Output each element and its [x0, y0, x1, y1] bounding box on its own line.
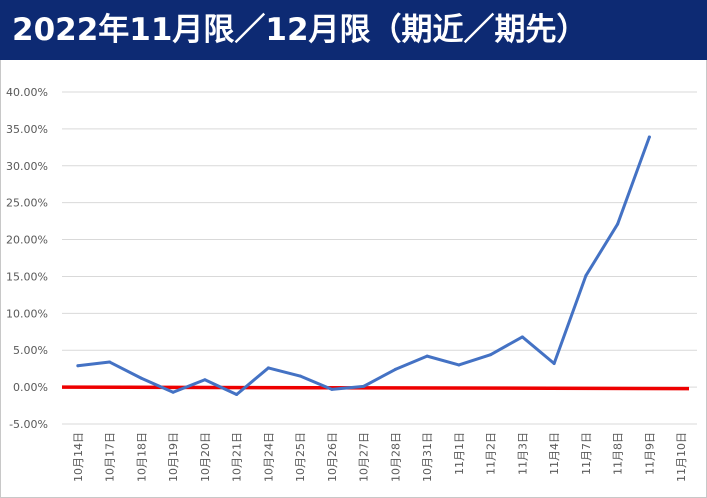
x-tick-label: 11月1日 — [453, 432, 466, 475]
y-axis-ticks: -5.00% 0.00% 5.00% 10.00% 15.00% 20.00% 25.00%… — [6, 86, 48, 431]
x-tick-label: 10月24日 — [262, 432, 275, 482]
data-point — [330, 387, 334, 391]
data-point — [616, 222, 620, 226]
data-point — [298, 374, 302, 378]
x-axis-ticks: 10月14日 10月17日 10月18日 10月19日 10月20日 10月21日 10月2… — [72, 432, 688, 482]
data-point — [425, 354, 429, 358]
series-line — [76, 135, 651, 396]
x-tick-label: 10月26日 — [326, 432, 339, 482]
data-point — [108, 360, 112, 364]
data-point — [489, 353, 493, 357]
zero-line — [61, 385, 690, 391]
y-tick-label: 5.00% — [13, 344, 48, 357]
x-tick-label: 10月14日 — [72, 432, 85, 482]
y-tick-label: 15.00% — [6, 270, 48, 283]
data-point — [393, 367, 397, 371]
data-point — [203, 378, 207, 382]
y-tick-label: 30.00% — [6, 160, 48, 173]
y-tick-label: 35.00% — [6, 123, 48, 136]
chart-title: 2022年11月限／12月限（期近／期先） — [0, 0, 707, 60]
x-tick-label: 11月3日 — [516, 432, 529, 475]
y-tick-label: 0.00% — [13, 381, 48, 394]
x-tick-label: 11月9日 — [643, 432, 656, 475]
x-tick-label: 11月8日 — [612, 432, 625, 475]
y-tick-label: 20.00% — [6, 234, 48, 247]
x-tick-label: 11月7日 — [580, 432, 593, 475]
data-point — [171, 390, 175, 394]
x-tick-label: 10月28日 — [389, 432, 402, 482]
data-point — [76, 364, 80, 368]
data-point — [139, 376, 143, 380]
x-tick-label: 11月10日 — [675, 432, 688, 482]
x-tick-label: 11月2日 — [485, 432, 498, 475]
y-tick-label: 40.00% — [6, 86, 48, 99]
x-tick-label: 10月21日 — [231, 432, 244, 482]
x-tick-label: 10月31日 — [421, 432, 434, 482]
x-tick-label: 10月19日 — [167, 432, 180, 482]
x-tick-label: 10月18日 — [135, 432, 148, 482]
series-layer — [76, 135, 651, 396]
data-point — [584, 274, 588, 278]
x-tick-label: 10月25日 — [294, 432, 307, 482]
data-point — [266, 366, 270, 370]
grid-lines — [62, 91, 697, 425]
x-tick-label: 11月4日 — [548, 432, 561, 475]
data-point — [235, 392, 239, 396]
data-point — [362, 384, 366, 388]
y-tick-label: -5.00% — [9, 418, 48, 431]
x-tick-label: 10月27日 — [358, 432, 371, 482]
data-point — [647, 135, 651, 139]
x-tick-label: 10月20日 — [199, 432, 212, 482]
zero-reference-line — [61, 385, 690, 391]
data-point — [457, 363, 461, 367]
y-tick-label: 10.00% — [6, 307, 48, 320]
x-tick-label: 10月17日 — [104, 432, 117, 482]
data-point — [552, 362, 556, 366]
data-point — [520, 335, 524, 339]
y-tick-label: 25.00% — [6, 197, 48, 210]
